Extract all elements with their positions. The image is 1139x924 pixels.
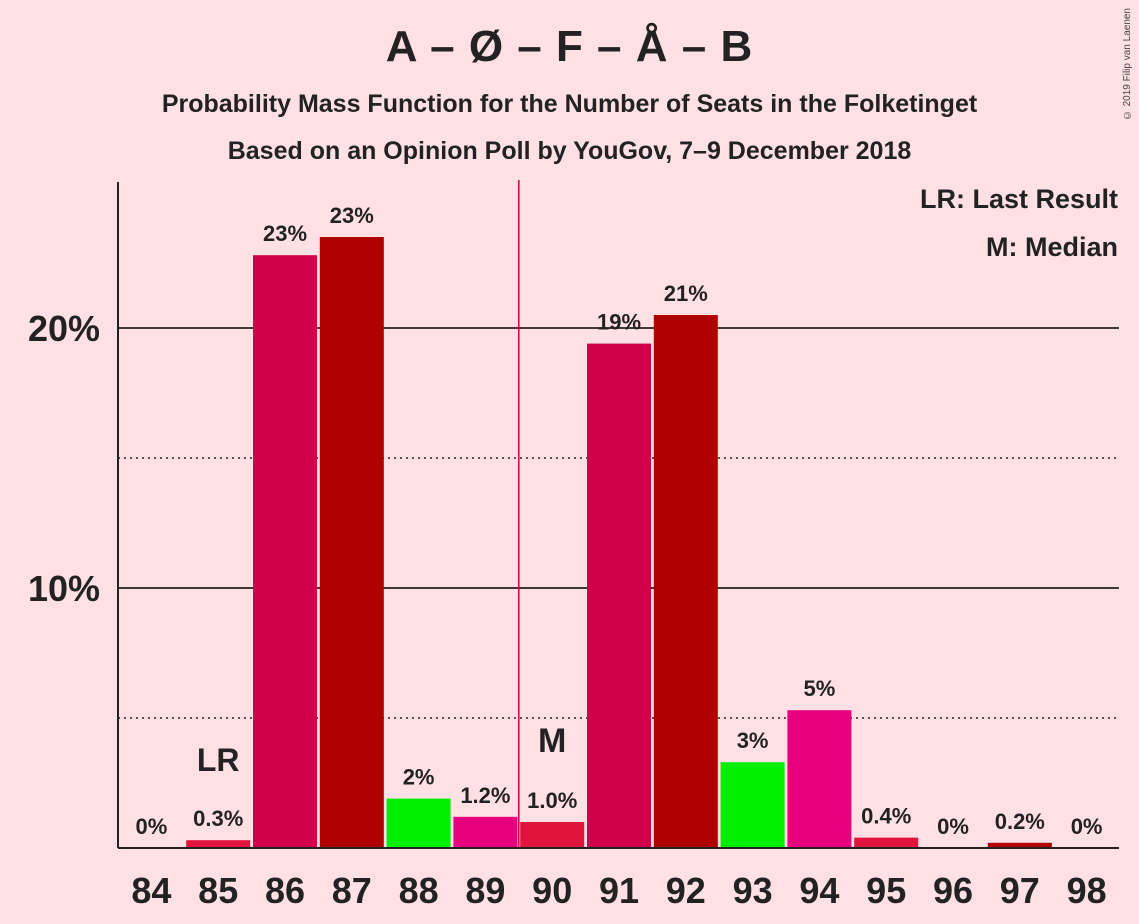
data-label-93: 3% [737,728,769,753]
median-marker: M [538,722,566,760]
bar-93 [720,762,785,848]
x-tick-label: 87 [332,870,372,911]
x-tick-label: 86 [265,870,305,911]
chart-title: A – Ø – F – Å – B [385,22,754,71]
x-tick-label: 98 [1067,870,1107,911]
labels: 10% 20% 0% 84 0.3% 85 23% 86 23% 87 2% 88 1.2% 89 1.0%… [28,203,1107,911]
x-tick-label: 97 [1000,870,1040,911]
data-label-97: 0.2% [995,809,1045,834]
chart-subtitle-2: Based on an Opinion Poll by YouGov, 7–9 … [227,137,912,165]
bar-92 [653,315,718,848]
x-tick-label: 96 [933,870,973,911]
data-label-98: 0% [1071,814,1103,839]
x-tick-label: 89 [465,870,505,911]
data-label-86: 23% [263,221,307,246]
bar-90 [520,822,585,848]
bar-86 [253,255,317,848]
data-label-85: 0.3% [193,806,243,831]
data-label-90: 1.0% [527,788,577,813]
x-tick-label: 88 [399,870,439,911]
bar-94 [787,710,852,848]
last-result-marker: LR [197,742,240,778]
x-tick-label: 91 [599,870,639,911]
data-label-96: 0% [937,814,969,839]
data-label-88: 2% [403,765,435,790]
bar-88 [386,798,451,848]
chart-subtitle-1: Probability Mass Function for the Number… [161,90,978,118]
data-label-95: 0.4% [861,804,911,829]
data-label-91: 19% [597,310,641,335]
data-label-84: 0% [136,814,168,839]
axes [117,182,1119,849]
legend-last-result: LR: Last Result [919,184,1118,214]
x-tick-label: 90 [532,870,572,911]
y-tick-label: 20% [28,308,100,349]
data-label-92: 21% [664,281,708,306]
bars [186,237,1052,848]
bar-87 [319,237,384,848]
x-tick-label: 92 [666,870,706,911]
data-label-89: 1.2% [460,783,510,808]
bar-91 [587,343,651,848]
x-tick-label: 94 [799,870,839,911]
y-tick-label: 10% [28,568,100,609]
bar-95 [854,837,919,848]
data-label-87: 23% [330,203,374,228]
x-tick-label: 95 [866,870,906,911]
bar-97 [987,842,1052,848]
bar-89 [453,816,518,848]
x-tick-label: 84 [131,870,171,911]
bar-85 [186,840,251,848]
legend-median: M: Median [986,232,1118,262]
data-label-94: 5% [804,676,836,701]
x-tick-label: 93 [733,870,773,911]
x-tick-label: 85 [198,870,238,911]
